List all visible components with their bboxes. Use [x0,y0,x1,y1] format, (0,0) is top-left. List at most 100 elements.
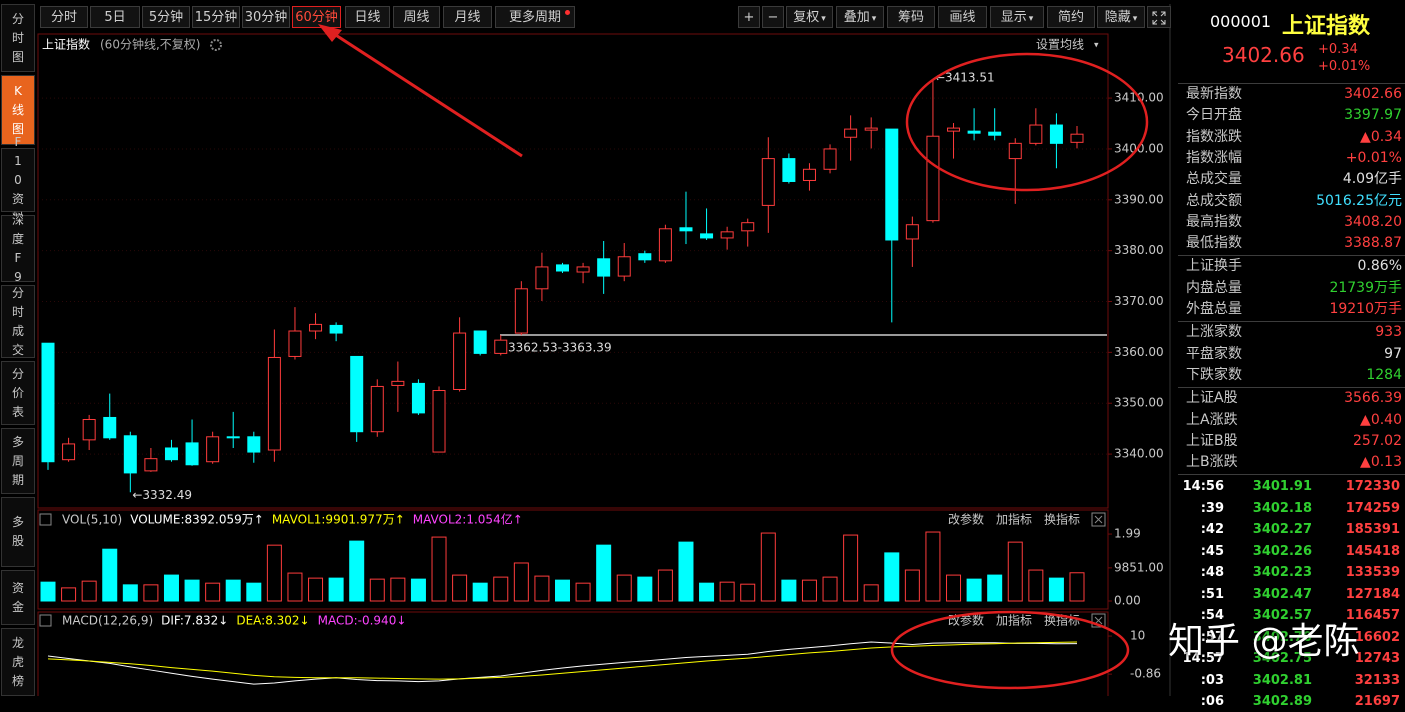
change: +0.34 [1318,42,1358,57]
candle-body [905,224,919,240]
tool-label: − [767,10,779,25]
tick-price: 3402.26 [1252,543,1312,559]
tick-time: :45 [1200,543,1224,559]
notify-dot [565,10,570,15]
side-tab[interactable]: F10资料 [1,135,35,225]
side-tab[interactable]: 分价表 [1,361,35,425]
side-tab[interactable]: 龙虎榜 [1,628,35,696]
tick-price: 3402.27 [1252,522,1312,538]
side-tab-label: 分价表 [11,366,24,419]
volume-bar [596,544,612,602]
period-button[interactable]: 周线 [393,6,440,28]
tick-time: :57 [1200,629,1224,645]
quote-label: 上证换手 [1186,258,1242,275]
period-button[interactable]: 5分钟 [142,6,190,28]
candle-body [432,390,446,453]
period-button[interactable]: 5日 [90,6,140,28]
tool-button[interactable]: 隐藏 ▾ [1097,6,1145,28]
quote-value: 3402.66 [1344,86,1402,102]
tool-button[interactable]: 简约 [1047,6,1095,28]
macd-line [47,641,1078,685]
side-tab[interactable]: 分时成交 [1,285,35,358]
volume-bar [843,534,859,602]
quote-label: 最低指数 [1186,235,1242,252]
candle-body [82,419,96,441]
candle-body [700,233,714,239]
period-button[interactable]: 60分钟 [292,6,341,28]
tool-button[interactable]: 显示 ▾ [990,6,1044,28]
quote-row: 指数涨跌 ▲0.34 [1180,127,1404,148]
period-button[interactable]: 30分钟 [242,6,290,28]
tool-button[interactable]: + [738,6,760,28]
side-tab[interactable]: 多股 [1,497,35,567]
quote-value: 257.02 [1353,432,1402,449]
tool-button[interactable]: 筹码 [887,6,935,28]
tick-row: :39 3402.18 174259 [1180,498,1404,519]
side-tab[interactable]: 分时图 [1,4,35,72]
legend-item: DIF:7.832↓ [161,614,228,628]
panel-icon [39,513,52,526]
tool-button[interactable]: 叠加 ▾ [836,6,884,28]
volume-bar [987,574,1003,602]
tool-button[interactable]: 画线 [938,6,987,28]
period-button[interactable]: 更多周期 [495,6,575,28]
tick-price: 3402.57 [1252,608,1312,624]
legend-item: VOL(5,10) [62,513,122,527]
y-tick-label: 3360.00 [1114,345,1164,359]
period-button[interactable]: 月线 [443,6,492,28]
legend-item: MAVOL1:9901.977万↑ [272,513,405,527]
volume-bar [781,579,797,602]
side-tab[interactable]: 多周期 [1,428,35,494]
quote-value: 5016.25亿元 [1316,192,1402,209]
side-tab[interactable]: K线图 [1,75,35,145]
side-tab-label: K线图 [11,83,24,136]
candle-body [617,256,631,277]
side-tab[interactable]: 深度F9 [1,213,35,284]
period-button[interactable]: 分时 [40,6,88,28]
tick-volume: 174259 [1345,500,1400,516]
tick-time: :54 [1200,608,1224,624]
tool-button[interactable]: 复权 ▾ [786,6,833,28]
panel-frame [37,33,1109,509]
volume-bar [925,531,941,602]
y-tick-label: 0.00 [1114,594,1141,608]
quote-row: 指数涨幅 +0.01% [1180,148,1404,169]
candle-body [947,127,961,132]
tick-time: :48 [1200,565,1224,581]
quote-row: 总成交额 5016.25亿元 [1180,191,1404,212]
volume-bar [369,578,385,602]
quote-row: 上A涨跌 ▲0.40 [1180,410,1404,431]
tick-price: 3402.75 [1252,651,1312,667]
quote-value: ▲0.34 [1360,128,1402,145]
quote-row: 最高指数 3408.20 [1180,212,1404,233]
period-button[interactable]: 日线 [345,6,390,28]
y-tick-label: 3370.00 [1114,294,1164,308]
candle-body [844,128,858,138]
tick-time: :03 [1200,672,1224,688]
volume-bar [328,577,344,602]
side-tab[interactable]: 资金 [1,570,35,625]
candle-body [514,288,528,334]
tick-volume: 12743 [1354,651,1400,667]
separator [1178,474,1405,476]
tick-volume: 21697 [1354,694,1400,710]
volume-bar [143,584,159,602]
tick-price: 3402.70 [1252,629,1312,645]
tick-time: :42 [1200,522,1224,538]
tool-label: 筹码 [897,10,924,25]
volume-bar [472,582,488,602]
tick-time: :06 [1200,694,1224,710]
period-button[interactable]: 15分钟 [192,6,240,28]
tool-button[interactable]: − [762,6,784,28]
quote-value: 3408.20 [1344,213,1402,230]
separator [1178,255,1405,257]
close-x [1094,616,1103,625]
dropdown-arrow: ▾ [1094,41,1099,51]
dropdown-arrow: ▾ [1028,14,1034,24]
quote-label: 上证B股 [1186,432,1238,449]
candle-body [885,128,899,241]
expand-button[interactable] [1147,6,1171,28]
quote-label: 指数涨幅 [1186,149,1242,166]
stock-name: 上证指数 [1282,14,1371,39]
tick-volume: 116457 [1345,608,1400,624]
